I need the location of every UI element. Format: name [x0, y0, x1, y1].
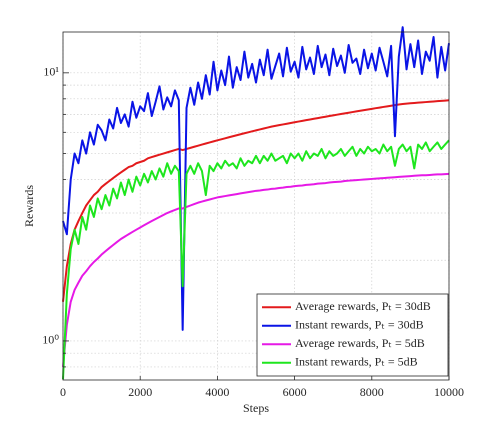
x-axis-label: Steps	[243, 401, 269, 415]
legend-label: Average rewards, Pₜ = 5dB	[295, 336, 425, 350]
plot-lines	[62, 26, 450, 380]
x-tick-label: 10000	[434, 385, 464, 399]
series-line	[62, 99, 450, 302]
x-tick-label: 4000	[205, 385, 229, 399]
x-tick-label: 6000	[283, 385, 307, 399]
x-tick-label: 0	[60, 385, 66, 399]
series-line	[62, 172, 450, 368]
series-line	[62, 26, 450, 331]
legend-label: Instant rewards, Pₜ = 30dB	[295, 318, 424, 332]
y-tick-label: 10⁰	[42, 333, 59, 347]
grid	[62, 32, 450, 380]
legend-label: Instant rewards, Pₜ = 5dB	[295, 355, 418, 369]
legend: Average rewards, Pₜ = 30dB Instant reward…	[256, 293, 449, 377]
y-axis-label: Rewards	[22, 185, 36, 227]
axes: 0 2000 4000 6000 8000 10000 10⁰ 10¹	[42, 65, 464, 399]
x-tick-label: 2000	[128, 385, 152, 399]
y-tick-label: 10¹	[43, 65, 59, 79]
legend-label: Average rewards, Pₜ = 30dB	[295, 299, 431, 313]
x-tick-label: 8000	[360, 385, 384, 399]
series-line	[62, 139, 450, 380]
plot-frame	[62, 31, 450, 381]
